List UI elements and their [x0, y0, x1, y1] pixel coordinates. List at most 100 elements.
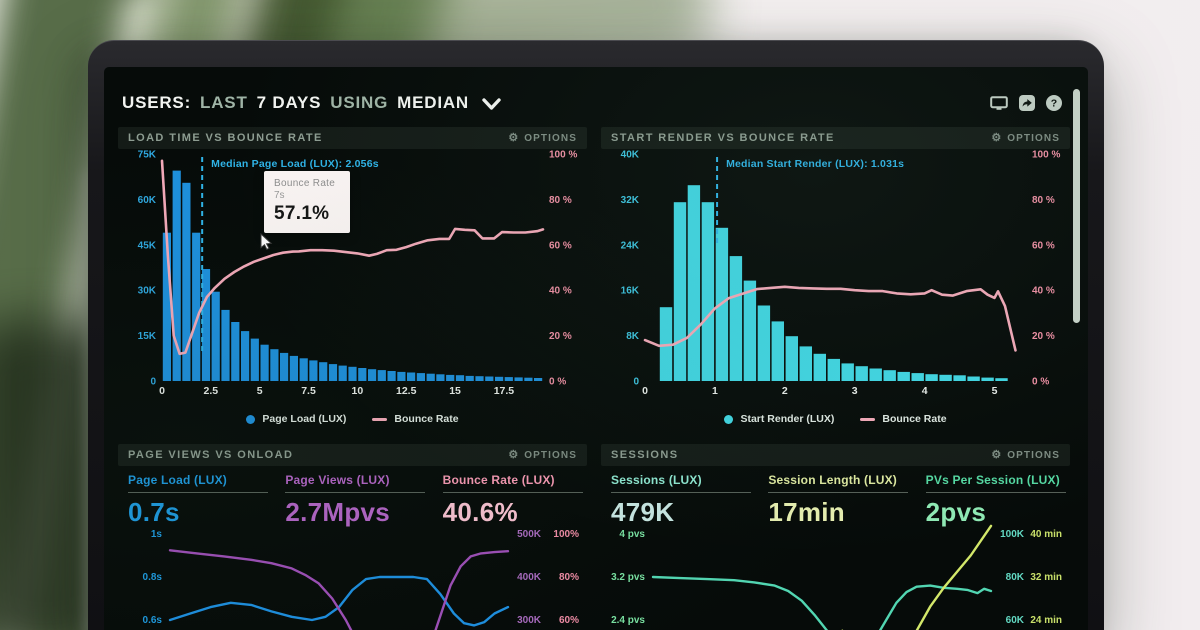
svg-text:80K: 80K [1006, 572, 1025, 583]
chevron-down-icon[interactable] [482, 97, 501, 111]
svg-text:10: 10 [352, 385, 364, 397]
metric-value: 40.6% [442, 497, 518, 527]
page-title: USERS: LAST 7 DAYS USING MEDIAN [122, 93, 501, 113]
scrollbar[interactable] [1073, 89, 1080, 323]
legend-item[interactable]: Start Render (LUX) [724, 413, 834, 425]
svg-text:40 %: 40 % [1032, 286, 1055, 297]
legend-label: Bounce Rate [394, 413, 459, 425]
svg-text:5: 5 [992, 385, 998, 397]
svg-text:40K: 40K [621, 150, 640, 161]
divider [925, 492, 1066, 493]
panel-load-time-vs-bounce-rate: LOAD TIME VS BOUNCE RATE ⚙ OPTIONS 75K 60K… [118, 127, 587, 427]
svg-text:20 %: 20 % [1032, 331, 1055, 342]
panel-start-render-vs-bounce-rate: START RENDER VS BOUNCE RATE ⚙ OPTIONS 40K… [601, 127, 1070, 427]
metric-session-length: Session Length (LUX) 17min [768, 473, 912, 527]
svg-text:80 %: 80 % [1032, 195, 1055, 206]
svg-text:0: 0 [642, 385, 648, 397]
svg-text:32K: 32K [621, 195, 640, 206]
laptop: USERS: LAST 7 DAYS USING MEDIAN [88, 40, 1104, 630]
panel-page-views-vs-onload: PAGE VIEWS VS ONLOAD ⚙ OPTIONS Page Load … [118, 444, 587, 630]
svg-text:80%: 80% [559, 572, 579, 583]
dashboard-screen: USERS: LAST 7 DAYS USING MEDIAN [104, 67, 1088, 630]
options-button[interactable]: ⚙ OPTIONS [991, 132, 1060, 144]
help-icon[interactable]: ? [1046, 95, 1062, 111]
svg-text:24 min: 24 min [1030, 615, 1062, 626]
svg-text:0: 0 [159, 385, 165, 397]
svg-text:100 %: 100 % [549, 150, 577, 161]
options-button[interactable]: ⚙ OPTIONS [991, 449, 1060, 461]
svg-text:100 %: 100 % [1032, 150, 1060, 161]
svg-text:0 %: 0 % [549, 377, 566, 388]
options-label: OPTIONS [1007, 132, 1060, 144]
divider [128, 492, 268, 493]
display-icon[interactable] [990, 95, 1008, 111]
metric-label: Page Load (LUX) [128, 473, 228, 487]
svg-text:60K: 60K [138, 195, 157, 206]
dashboard-header: USERS: LAST 7 DAYS USING MEDIAN [122, 93, 1062, 113]
header-icons: ? [990, 95, 1062, 111]
svg-text:Median Start Render (LUX): 1.0: Median Start Render (LUX): 1.031s [726, 158, 904, 170]
svg-text:2.4 pvs: 2.4 pvs [611, 615, 645, 626]
legend-label: Start Render (LUX) [740, 413, 835, 425]
svg-text:4: 4 [922, 385, 928, 397]
svg-text:40 min: 40 min [1030, 529, 1062, 540]
load-time-chart[interactable]: 75K 60K 45K 30K 15K 0 100 % 80 % 60 % 40 % 20 % 0 %… [118, 149, 587, 411]
options-label: OPTIONS [524, 449, 577, 461]
svg-text:100K: 100K [1000, 529, 1025, 540]
svg-text:24K: 24K [621, 240, 640, 251]
sessions-trend-chart[interactable]: 4 pvs 3.2 pvs 2.4 pvs 100K 40 min 80K 32 min 60… [601, 524, 1070, 630]
svg-text:12.5: 12.5 [396, 385, 417, 397]
legend-item[interactable]: Bounce Rate [372, 413, 459, 425]
svg-text:60 %: 60 % [549, 240, 572, 251]
svg-text:8K: 8K [626, 331, 640, 342]
svg-text:400K: 400K [517, 572, 542, 583]
legend-dot-swatch [246, 414, 256, 424]
svg-text:40 %: 40 % [549, 286, 572, 297]
options-button[interactable]: ⚙ OPTIONS [508, 448, 577, 461]
svg-text:0 %: 0 % [1032, 377, 1049, 388]
panel-header: PAGE VIEWS VS ONLOAD ⚙ OPTIONS [118, 444, 587, 466]
svg-text:3: 3 [852, 385, 858, 397]
metric-page-load: Page Load (LUX) 0.7s [128, 473, 272, 527]
svg-text:?: ? [1051, 98, 1057, 110]
svg-text:0.8s: 0.8s [143, 572, 163, 583]
panel-title: PAGE VIEWS VS ONLOAD [128, 449, 294, 461]
options-button[interactable]: ⚙ OPTIONS [508, 132, 577, 144]
svg-text:45K: 45K [138, 240, 157, 251]
legend-line-swatch [372, 417, 388, 421]
legend-item[interactable]: Bounce Rate [860, 413, 947, 425]
svg-text:20 %: 20 % [549, 331, 572, 342]
start-render-chart[interactable]: 40K 32K 24K 16K 8K 0 100 % 80 % 60 % 40 % 20 % 0 % 0… [601, 149, 1070, 411]
metric-label: Page Views (LUX) [285, 473, 390, 487]
svg-text:1s: 1s [151, 529, 163, 540]
share-icon[interactable] [1019, 95, 1035, 111]
metric-value: 479K [611, 497, 675, 527]
svg-text:60%: 60% [559, 615, 579, 626]
svg-text:7.5: 7.5 [301, 385, 316, 397]
legend-item[interactable]: Page Load (LUX) [246, 413, 346, 425]
page-views-trend-chart[interactable]: 1s 0.8s 0.6s 500K 100% 400K 80% 300K 60% [118, 524, 587, 630]
svg-text:4 pvs: 4 pvs [619, 529, 645, 540]
svg-text:2.5: 2.5 [204, 385, 219, 397]
svg-text:16K: 16K [621, 286, 640, 297]
legend-line-swatch [860, 417, 876, 421]
metric-label: Bounce Rate (LUX) [442, 473, 555, 487]
gear-icon: ⚙ [508, 448, 520, 461]
panel-header: SESSIONS ⚙ OPTIONS [601, 444, 1070, 466]
metric-label: Session Length (LUX) [768, 473, 897, 487]
title-segment: LAST [200, 93, 248, 112]
svg-text:80 %: 80 % [549, 195, 572, 206]
divider [285, 492, 426, 493]
metrics-row: Sessions (LUX) 479K Session Length (LUX)… [601, 466, 1070, 527]
options-label: OPTIONS [1007, 449, 1060, 461]
svg-text:100%: 100% [553, 529, 579, 540]
metric-value: 0.7s [128, 497, 180, 527]
svg-text:0: 0 [633, 377, 639, 388]
svg-text:15: 15 [449, 385, 461, 397]
tooltip-value: 57.1% [274, 203, 330, 224]
svg-text:1: 1 [712, 385, 718, 397]
title-segment: USERS: [122, 93, 192, 112]
metric-value: 2pvs [925, 497, 987, 527]
panel-sessions: SESSIONS ⚙ OPTIONS Sessions (LUX) 479K Se… [601, 444, 1070, 630]
